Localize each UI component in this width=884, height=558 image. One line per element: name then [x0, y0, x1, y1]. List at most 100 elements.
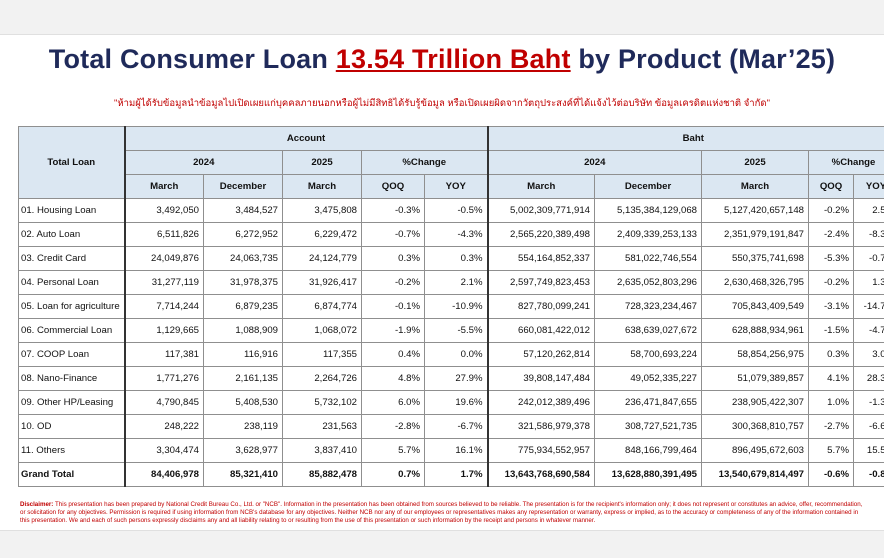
cell-account-yoy: 19.6%	[425, 391, 488, 415]
col-account-qoq: QOQ	[362, 175, 425, 199]
top-frame-bar	[0, 0, 884, 35]
cell-account-dec24: 31,978,375	[204, 271, 283, 295]
cell-account-yoy: -5.5%	[425, 319, 488, 343]
row-label: 08. Nano-Finance	[19, 367, 125, 391]
col-account-march-2025: March	[283, 175, 362, 199]
cell-account-qoq: 6.0%	[362, 391, 425, 415]
cell-account-mar25: 1,068,072	[283, 319, 362, 343]
cell-baht-dec24: 2,409,339,253,133	[595, 223, 702, 247]
row-label: 06. Commercial Loan	[19, 319, 125, 343]
cell-account-dec24: 238,119	[204, 415, 283, 439]
cell-account-mar25: 3,837,410	[283, 439, 362, 463]
cell-account-mar24: 117,381	[125, 343, 204, 367]
cell-account-dec24: 24,063,735	[204, 247, 283, 271]
col-account-december-2024: December	[204, 175, 283, 199]
cell-baht-mar24: 39,808,147,484	[488, 367, 595, 391]
cell-baht-dec24: 2,635,052,803,296	[595, 271, 702, 295]
cell-baht-mar24: 5,002,309,771,914	[488, 199, 595, 223]
header-row-groups: Total Loan Account Baht	[19, 127, 884, 151]
cell-account-qoq: -0.7%	[362, 223, 425, 247]
cell-account-mar25: 24,124,779	[283, 247, 362, 271]
cell-account-qoq: -1.9%	[362, 319, 425, 343]
cell-account-mar25: 2,264,726	[283, 367, 362, 391]
cell-baht-mar25: 628,888,934,961	[702, 319, 809, 343]
consumer-loan-table: Total Loan Account Baht 2024 2025 %Chang…	[18, 126, 884, 487]
title-suffix: by Product (Mar’25)	[571, 44, 836, 74]
cell-account-yoy: 2.1%	[425, 271, 488, 295]
cell-account-dec24: 85,321,410	[204, 463, 283, 487]
row-label: 11. Others	[19, 439, 125, 463]
cell-account-yoy: 0.0%	[425, 343, 488, 367]
header-row-years: 2024 2025 %Change 2024 2025 %Change	[19, 151, 884, 175]
cell-baht-yoy: -0.8%	[854, 463, 884, 487]
cell-account-qoq: -0.2%	[362, 271, 425, 295]
cell-account-qoq: -2.8%	[362, 415, 425, 439]
cell-account-qoq: -0.3%	[362, 199, 425, 223]
cell-baht-qoq: -0.6%	[809, 463, 854, 487]
cell-baht-mar25: 2,351,979,191,847	[702, 223, 809, 247]
cell-account-mar24: 84,406,978	[125, 463, 204, 487]
bottom-frame-bar	[0, 530, 884, 558]
cell-baht-qoq: -0.2%	[809, 271, 854, 295]
cell-baht-qoq: -0.2%	[809, 199, 854, 223]
row-label: 05. Loan for agriculture	[19, 295, 125, 319]
header-baht-change: %Change	[809, 151, 884, 175]
header-account-2025: 2025	[283, 151, 362, 175]
page-title: Total Consumer Loan 13.54 Trillion Baht …	[0, 44, 884, 75]
cell-baht-qoq: -5.3%	[809, 247, 854, 271]
cell-account-dec24: 116,916	[204, 343, 283, 367]
cell-baht-dec24: 5,135,384,129,068	[595, 199, 702, 223]
header-total-loan: Total Loan	[19, 127, 125, 199]
cell-account-mar24: 7,714,244	[125, 295, 204, 319]
cell-baht-qoq: 0.3%	[809, 343, 854, 367]
col-baht-march-2025: March	[702, 175, 809, 199]
disclaimer: Disclaimer: This presentation has been p…	[20, 501, 866, 525]
cell-baht-yoy: -8.3%	[854, 223, 884, 247]
cell-account-yoy: -4.3%	[425, 223, 488, 247]
cell-account-mar24: 3,492,050	[125, 199, 204, 223]
cell-account-mar24: 248,222	[125, 415, 204, 439]
cell-baht-qoq: 5.7%	[809, 439, 854, 463]
cell-baht-mar25: 300,368,810,757	[702, 415, 809, 439]
row-label: 10. OD	[19, 415, 125, 439]
header-account: Account	[125, 127, 488, 151]
cell-baht-mar25: 705,843,409,549	[702, 295, 809, 319]
cell-baht-mar24: 242,012,389,496	[488, 391, 595, 415]
cell-account-mar24: 3,304,474	[125, 439, 204, 463]
cell-account-mar25: 5,732,102	[283, 391, 362, 415]
confidentiality-notice: "ห้ามผู้ได้รับข้อมูลนำข้อมูลไปเปิดเผยแก่…	[0, 96, 884, 111]
cell-baht-yoy: -1.3%	[854, 391, 884, 415]
cell-account-mar25: 6,229,472	[283, 223, 362, 247]
cell-baht-qoq: 1.0%	[809, 391, 854, 415]
cell-account-yoy: -10.9%	[425, 295, 488, 319]
cell-account-qoq: 0.4%	[362, 343, 425, 367]
cell-account-qoq: 4.8%	[362, 367, 425, 391]
col-account-march-2024: March	[125, 175, 204, 199]
row-label: 02. Auto Loan	[19, 223, 125, 247]
cell-account-qoq: 0.7%	[362, 463, 425, 487]
cell-baht-mar24: 13,643,768,690,584	[488, 463, 595, 487]
cell-baht-dec24: 638,639,027,672	[595, 319, 702, 343]
cell-baht-yoy: -4.7%	[854, 319, 884, 343]
col-account-yoy: YOY	[425, 175, 488, 199]
cell-account-yoy: 16.1%	[425, 439, 488, 463]
cell-baht-mar25: 896,495,672,603	[702, 439, 809, 463]
cell-account-mar25: 231,563	[283, 415, 362, 439]
header-account-change: %Change	[362, 151, 488, 175]
cell-account-mar25: 117,355	[283, 343, 362, 367]
row-label: 01. Housing Loan	[19, 199, 125, 223]
cell-account-mar25: 6,874,774	[283, 295, 362, 319]
header-baht: Baht	[488, 127, 884, 151]
cell-baht-mar24: 57,120,262,814	[488, 343, 595, 367]
cell-account-mar24: 31,277,119	[125, 271, 204, 295]
cell-baht-mar25: 5,127,420,657,148	[702, 199, 809, 223]
cell-baht-yoy: 1.3%	[854, 271, 884, 295]
